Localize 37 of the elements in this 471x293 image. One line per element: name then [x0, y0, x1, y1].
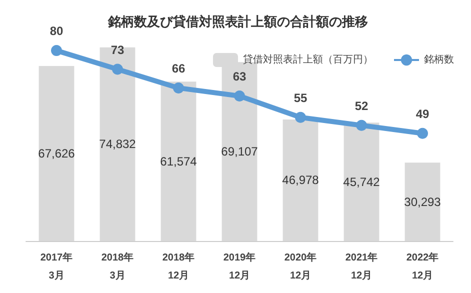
x-tick-label: 2021年 12月 [345, 252, 378, 282]
point [295, 112, 306, 123]
bar [282, 119, 318, 241]
x-tick-label: 2018年 12月 [162, 252, 195, 282]
bar [38, 66, 74, 241]
data-label: 69,107 [221, 144, 258, 159]
x-tick-label: 2018年 3月 [101, 252, 134, 282]
legend-label: 銘柄数 [424, 54, 454, 66]
point [51, 45, 62, 56]
bar [404, 162, 440, 241]
data-label: 66 [172, 61, 186, 76]
data-label: 49 [416, 106, 430, 121]
data-label: 55 [294, 90, 308, 105]
x-tick-label: 2019年 12月 [223, 252, 256, 282]
legend-label: 貸借対照表計上額（百万円） [243, 54, 373, 66]
point [234, 90, 245, 102]
data-label: 80 [50, 24, 64, 38]
bar [160, 82, 196, 241]
bar [344, 122, 380, 241]
point [356, 120, 367, 131]
data-label: 61,574 [160, 154, 198, 168]
x-tick-label: 2017年 3月 [40, 252, 73, 282]
data-label: 67,626 [38, 146, 76, 161]
point [173, 82, 184, 94]
x-tick-label: 2022年 12月 [406, 252, 439, 282]
data-label: 73 [110, 42, 124, 57]
point [417, 128, 428, 139]
data-label: 46,978 [282, 173, 320, 188]
x-tick-label: 2020年 12月 [284, 252, 317, 282]
data-label: 30,293 [404, 194, 442, 209]
data-label: 45,742 [343, 174, 380, 189]
data-label: 63 [232, 69, 246, 84]
data-label: 52 [354, 98, 368, 113]
point [112, 64, 123, 75]
data-label: 74,832 [99, 137, 136, 152]
bar [100, 47, 136, 241]
chart-title: 銘柄数及び貸借対照表計上額の合計額の推移 [107, 14, 368, 29]
